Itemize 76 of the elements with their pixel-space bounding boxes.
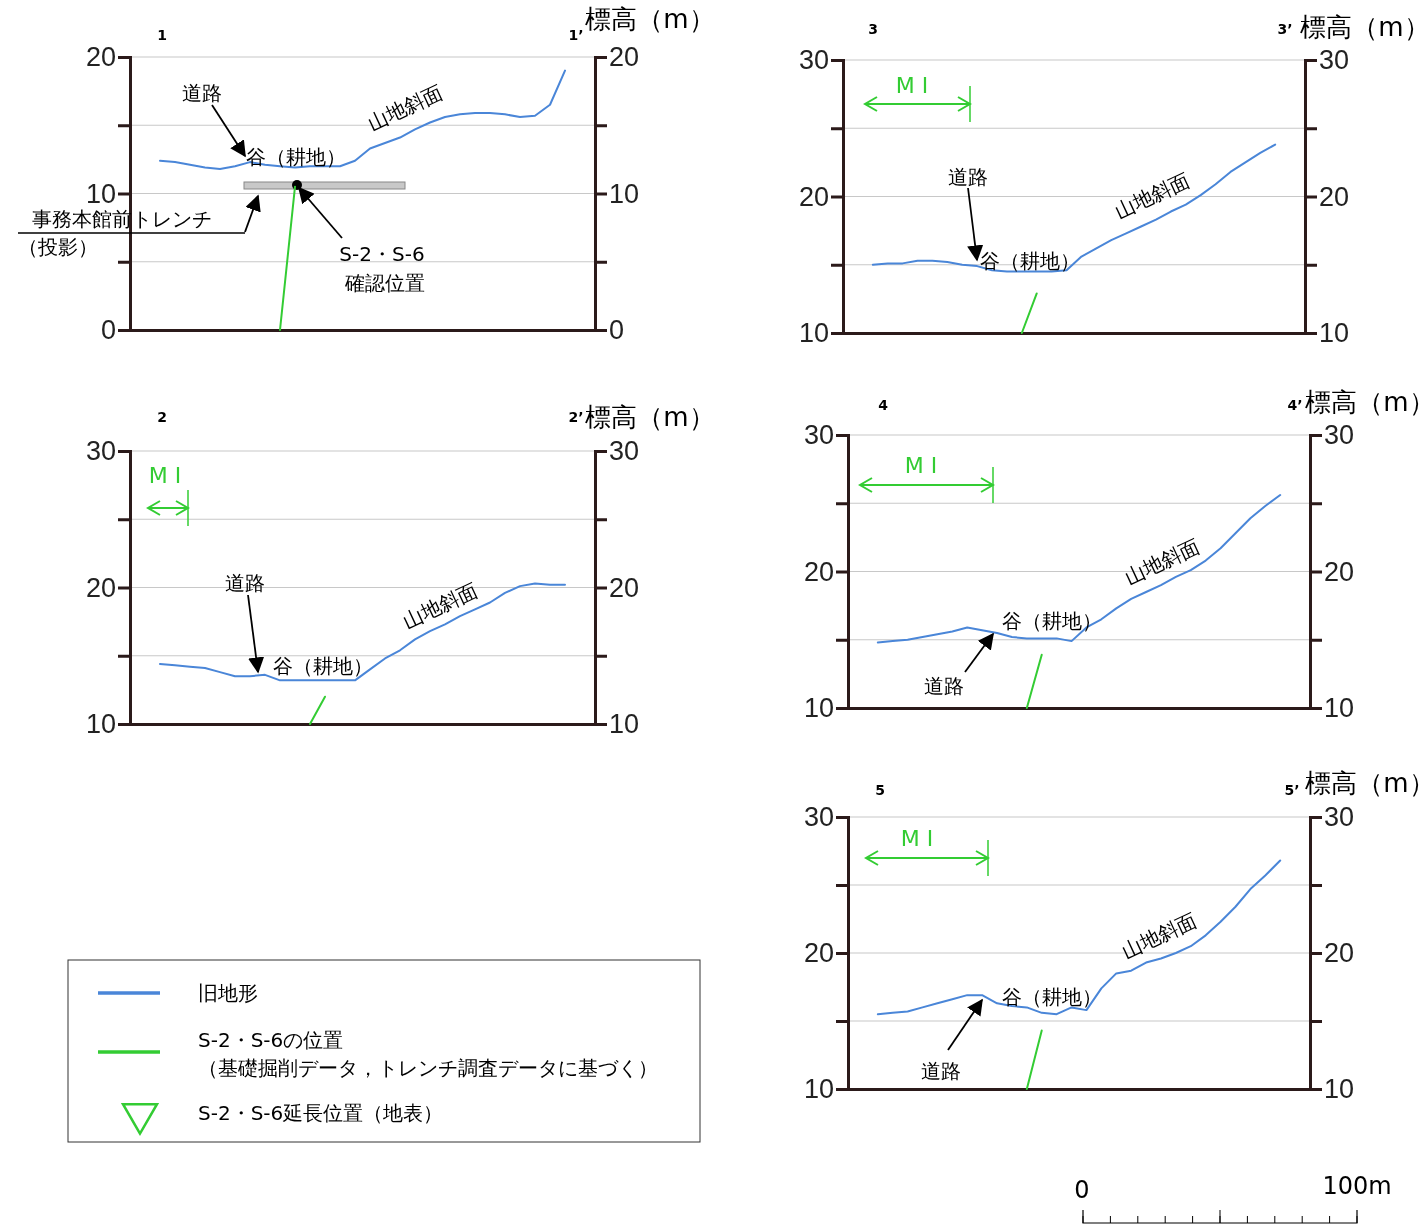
legend-label: S-2・S-6の位置（基礎掘削データ，トレンチ調査データに基づく）: [198, 1028, 658, 1080]
y2-tick-label: 0: [609, 315, 625, 346]
y2-tick-label: 20: [609, 572, 640, 603]
y-tick-label: 30: [798, 45, 829, 76]
annotation: 道路: [225, 571, 265, 595]
y-tick-label: 10: [803, 1074, 834, 1105]
text: 1: [157, 27, 167, 43]
annotation: 谷（耕地）: [273, 654, 373, 678]
y-tick-label: 0: [100, 315, 116, 346]
text: 2: [157, 409, 167, 425]
annotation: 山地斜面: [363, 79, 447, 136]
y-tick-label: 20: [803, 556, 834, 587]
annotation: 谷（耕地）: [246, 145, 346, 169]
text: 3’: [1277, 21, 1293, 37]
annotation: M I: [900, 826, 934, 851]
text: 4: [878, 397, 889, 413]
y-tick-label: 10: [798, 318, 829, 349]
annotation: 山地斜面: [1110, 167, 1194, 224]
annotation: M I: [895, 73, 929, 98]
y2-tick-label: 30: [1324, 420, 1355, 451]
annotation: 谷（耕地）: [1002, 609, 1102, 633]
annotation: 確認位置: [344, 271, 425, 295]
annotation: 道路: [948, 165, 988, 189]
text: （投影）: [18, 235, 98, 259]
text: 0: [1074, 1176, 1090, 1204]
text: 2’: [568, 409, 584, 425]
y2-axis-title: 標高（m）: [585, 3, 715, 34]
y2-tick-label: 10: [1324, 693, 1355, 724]
legend-label: S-2・S-6延長位置（地表）: [198, 1101, 444, 1125]
y2-tick-label: 30: [1319, 45, 1350, 76]
y2-tick-label: 20: [1324, 556, 1355, 587]
y-tick-label: 20: [803, 938, 834, 969]
y2-tick-label: 10: [1324, 1074, 1355, 1105]
annotation: 道路: [924, 674, 964, 698]
annotation: 道路: [921, 1059, 961, 1083]
y2-axis-title: 標高（m）: [1305, 767, 1424, 798]
y-tick-label: 10: [85, 178, 116, 209]
y2-axis-title: 標高（m）: [1300, 11, 1424, 42]
annotation: 山地斜面: [398, 577, 482, 634]
line-series: [159, 69, 566, 170]
y-tick-label: 10: [85, 709, 116, 740]
text: 4’: [1287, 397, 1303, 413]
line-series: [876, 494, 1282, 644]
text: 5’: [1284, 782, 1300, 798]
text: 3: [868, 21, 878, 37]
annotation: 谷（耕地）: [980, 249, 1080, 273]
text: 100m: [1322, 1172, 1392, 1200]
y2-tick-label: 30: [1324, 802, 1355, 833]
y-tick-label: 30: [803, 420, 834, 451]
y-tick-label: 10: [803, 693, 834, 724]
y2-tick-label: 10: [609, 709, 640, 740]
y2-tick-label: 20: [609, 42, 640, 73]
line-series: [871, 143, 1277, 273]
line-series: [876, 859, 1282, 1016]
annotation: M I: [148, 463, 182, 488]
y-tick-label: 30: [85, 436, 116, 467]
y2-tick-label: 30: [609, 436, 640, 467]
annotation: 道路: [182, 81, 222, 105]
y2-tick-label: 20: [1324, 938, 1355, 969]
y-tick-label: 20: [85, 572, 116, 603]
annotation: 山地斜面: [1120, 533, 1204, 590]
y2-axis-title: 標高（m）: [1305, 386, 1424, 417]
y2-tick-label: 10: [609, 178, 640, 209]
annotation: M I: [904, 453, 938, 478]
y2-tick-label: 10: [1319, 318, 1350, 349]
y-tick-label: 30: [803, 802, 834, 833]
legend-label: 旧地形: [198, 981, 258, 1005]
annotation: S-2・S-6: [339, 242, 425, 266]
y-tick-label: 20: [798, 181, 829, 212]
annotation: 谷（耕地）: [1002, 985, 1102, 1009]
y-tick-label: 20: [85, 42, 116, 73]
y2-axis-title: 標高（m）: [585, 401, 715, 432]
annotation: 山地斜面: [1117, 907, 1201, 964]
text: 5: [875, 782, 885, 798]
text: 1’: [568, 27, 584, 43]
y2-tick-label: 20: [1319, 181, 1350, 212]
